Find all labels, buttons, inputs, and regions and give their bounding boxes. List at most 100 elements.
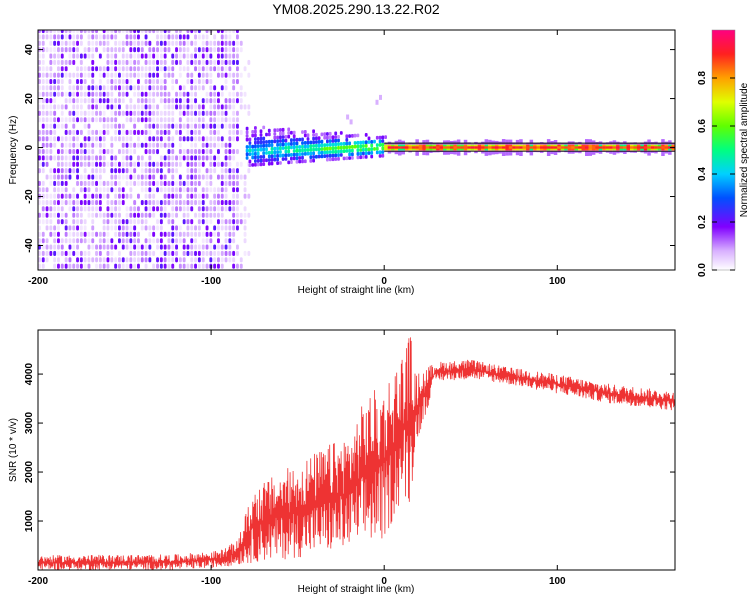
colorbar-tick-label: 0.4 — [697, 167, 708, 181]
heatmap-cell — [217, 200, 220, 206]
heatmap-cell — [182, 104, 186, 110]
heatmap-cell — [98, 180, 102, 186]
heatmap-cell — [91, 244, 95, 250]
heatmap-cell — [152, 200, 156, 206]
heatmap-cell — [668, 146, 672, 149]
heatmap-cell — [163, 47, 167, 53]
heatmap-cell — [133, 174, 137, 180]
heatmap-cell — [102, 231, 106, 237]
heatmap-cell — [53, 59, 57, 65]
heatmap-cell — [98, 91, 102, 97]
heatmap-cell — [213, 110, 217, 116]
heatmap-cell — [186, 98, 190, 104]
heatmap-cell — [68, 47, 72, 53]
heatmap-cell — [102, 129, 106, 135]
heatmap-cell — [152, 117, 156, 123]
heatmap-cell — [213, 257, 217, 263]
heatmap-cell — [303, 144, 307, 149]
heatmap-cell — [53, 238, 57, 244]
heatmap-cell — [144, 193, 148, 199]
heatmap-cell — [49, 30, 53, 34]
heatmap-cell — [137, 72, 140, 78]
heatmap-cell — [76, 53, 79, 59]
heatmap-cell — [148, 161, 152, 167]
heatmap-cell — [194, 149, 197, 155]
heatmap-cell — [251, 163, 255, 167]
heatmap-cell — [232, 136, 236, 142]
heatmap-cell — [76, 212, 79, 218]
heatmap-cell — [159, 85, 163, 91]
heatmap-cell — [140, 180, 144, 186]
heatmap-cell — [175, 180, 178, 186]
heatmap-cell — [186, 263, 190, 269]
heatmap-cell — [140, 53, 144, 59]
heatmap-cell — [213, 263, 217, 269]
heatmap-cell — [125, 85, 129, 91]
heatmap-cell — [102, 110, 106, 116]
heatmap-cell — [57, 91, 60, 97]
heatmap-cell — [270, 143, 274, 147]
heatmap-cell — [121, 161, 125, 167]
heatmap-cell — [209, 155, 213, 161]
heatmap-cell — [118, 263, 121, 269]
heatmap-cell — [529, 146, 534, 149]
heatmap-cell — [60, 200, 64, 206]
heatmap-cell — [270, 158, 274, 162]
heatmap-cell — [106, 238, 110, 244]
heatmap-cell — [102, 47, 106, 53]
heatmap-cell — [106, 263, 110, 269]
heatmap-cell — [72, 263, 76, 269]
heatmap-cell — [133, 142, 137, 148]
heatmap-cell — [41, 180, 45, 186]
heatmap-cell — [125, 193, 129, 199]
heatmap-cell — [114, 30, 118, 34]
heatmap-cell — [79, 53, 83, 59]
heatmap-cell — [91, 40, 95, 46]
heatmap-cell — [64, 193, 68, 199]
heatmap-cell — [190, 136, 194, 142]
heatmap-cell — [567, 146, 572, 149]
heatmap-cell — [175, 30, 178, 34]
heatmap-cell — [320, 150, 324, 155]
heatmap-cell — [276, 139, 279, 143]
heatmap-cell — [129, 79, 133, 85]
heatmap-cell — [167, 257, 171, 263]
heatmap-cell — [543, 146, 547, 149]
heatmap-cell — [298, 152, 302, 157]
heatmap-cell — [110, 155, 114, 161]
heatmap-cell — [129, 149, 133, 155]
heatmap-cell — [45, 238, 49, 244]
heatmap-cell — [217, 250, 220, 256]
heatmap-cell — [144, 110, 148, 116]
heatmap-cell — [60, 149, 64, 155]
heatmap-cell — [91, 104, 95, 110]
heatmap-cell — [125, 72, 129, 78]
heatmap-cell — [228, 206, 232, 212]
heatmap-cell — [64, 117, 68, 123]
heatmap-cell — [72, 142, 76, 148]
heatmap-cell — [190, 98, 194, 104]
heatmap-cell — [664, 146, 669, 149]
heatmap-cell — [239, 212, 243, 218]
heatmap-cell — [345, 156, 349, 161]
heatmap-cell — [197, 231, 201, 237]
heatmap-cell — [137, 244, 140, 250]
heatmap-cell — [106, 91, 110, 97]
heatmap-cell — [220, 206, 224, 212]
heatmap-cell — [57, 66, 60, 72]
heatmap-cell — [121, 53, 125, 59]
heatmap-cell — [213, 212, 217, 218]
heatmap-cell — [182, 123, 186, 129]
heatmap-cell — [217, 231, 220, 237]
heatmap-cell — [470, 146, 475, 149]
heatmap-cell — [72, 136, 76, 142]
heatmap-cell — [45, 91, 49, 97]
heatmap-cell — [45, 129, 49, 135]
heatmap-cell — [163, 142, 167, 148]
heatmap-cell — [110, 72, 114, 78]
heatmap-cell — [236, 263, 239, 269]
heatmap-cell — [140, 30, 144, 34]
heatmap-cell — [239, 174, 243, 180]
heatmap-cell — [326, 139, 329, 144]
heatmap-cell — [129, 180, 133, 186]
